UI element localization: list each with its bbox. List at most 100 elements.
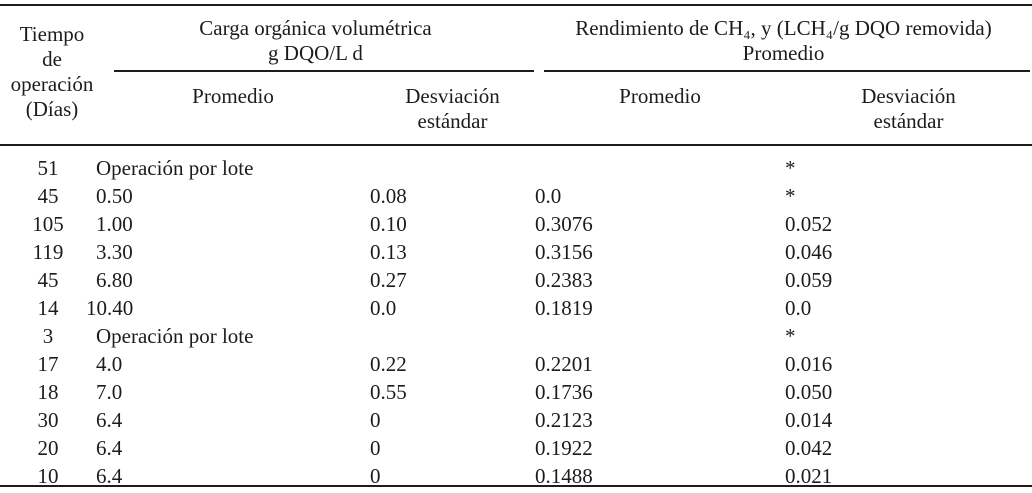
table-row: 17 4.0 0.22 0.2201 0.016 bbox=[0, 350, 1032, 378]
table-row: 3 Operación por lote * bbox=[0, 322, 1032, 350]
cell-tiempo: 45 bbox=[37, 184, 59, 208]
cell-tiempo: 45 bbox=[37, 268, 59, 292]
cell-cov-promedio: 4.0 bbox=[96, 352, 123, 376]
cell-tiempo: 18 bbox=[37, 380, 59, 404]
cell-rend-desviacion: 0.042 bbox=[785, 436, 833, 460]
subheader-rend-desviacion: Desviación estándar bbox=[785, 70, 1032, 144]
cell-cov-desviacion: 0.08 bbox=[370, 184, 407, 208]
group-rule-rendimiento bbox=[544, 70, 1030, 72]
header-group-rendimiento-ch4: Rendimiento de CH₄, y (LCH₄/g DQO removi… bbox=[535, 0, 1032, 70]
cell-rend-promedio: 0.1488 bbox=[535, 464, 593, 488]
cell-cov-promedio: 1.00 bbox=[96, 212, 133, 236]
cell-rend-promedio: 0.1736 bbox=[535, 380, 593, 404]
cell-rend-desviacion: * bbox=[785, 184, 796, 208]
table-row: 45 6.80 0.27 0.2383 0.059 bbox=[0, 266, 1032, 294]
header-rendimiento-line1: Rendimiento de CH₄, y (LCH₄/g DQO removi… bbox=[575, 16, 992, 40]
cell-cov-desviacion: 0.22 bbox=[370, 352, 407, 376]
cell-rend-promedio: 0.3076 bbox=[535, 212, 593, 236]
cell-rend-promedio bbox=[535, 144, 785, 182]
subheader-label-line1: Desviación bbox=[405, 84, 500, 108]
cell-cov-desviacion bbox=[370, 144, 535, 182]
cell-cov-promedio: 0.50 bbox=[96, 184, 133, 208]
cell-rend-promedio: 0.2201 bbox=[535, 352, 593, 376]
subheader-label: Promedio bbox=[192, 84, 274, 108]
cell-tiempo: 3 bbox=[42, 324, 54, 348]
cell-cov-promedio: Operación por lote bbox=[96, 324, 254, 348]
subheader-label-line2: estándar bbox=[417, 109, 488, 133]
cell-rend-promedio bbox=[535, 322, 785, 350]
cell-rend-desviacion: 0.052 bbox=[785, 212, 833, 236]
header-tiempo-line2: operación bbox=[10, 72, 94, 96]
table-row: 20 6.4 0 0.1922 0.042 bbox=[0, 434, 1032, 462]
cell-tiempo: 17 bbox=[37, 352, 59, 376]
cell-cov-promedio: 7.0 bbox=[96, 380, 123, 404]
header-rendimiento-line2: Promedio bbox=[742, 41, 825, 65]
table-row: 105 1.00 0.10 0.3076 0.052 bbox=[0, 210, 1032, 238]
table-row: 18 7.0 0.55 0.1736 0.050 bbox=[0, 378, 1032, 406]
header-tiempo-operacion: Tiempo de operación (Días) bbox=[0, 0, 96, 144]
cell-rend-desviacion: * bbox=[785, 156, 796, 180]
cell-tiempo: 51 bbox=[37, 156, 59, 180]
table-bottom-rule bbox=[0, 485, 1032, 487]
subheader-label-line2: estándar bbox=[873, 109, 944, 133]
cell-cov-promedio: 3.30 bbox=[96, 240, 133, 264]
header-group-carga-organica: Carga orgánica volumétrica g DQO/L d bbox=[96, 0, 535, 70]
table-row: 10 6.4 0 0.1488 0.021 bbox=[0, 462, 1032, 490]
table-row: 14 10.40 0.0 0.1819 0.0 bbox=[0, 294, 1032, 322]
sub-header-row: Promedio Desviación estándar Promedio De… bbox=[0, 70, 1032, 144]
subheader-label-line1: Desviación bbox=[861, 84, 956, 108]
cell-cov-desviacion bbox=[370, 322, 535, 350]
cell-cov-desviacion: 0 bbox=[370, 464, 381, 488]
group-header-row: Tiempo de operación (Días) Carga orgánic… bbox=[0, 0, 1032, 121]
cell-tiempo: 10 bbox=[37, 464, 59, 488]
header-carga-line1: Carga orgánica volumétrica bbox=[199, 16, 432, 40]
cell-cov-promedio: 6.4 bbox=[96, 464, 123, 488]
cell-rend-promedio: 0.2383 bbox=[535, 268, 593, 292]
cell-cov-desviacion: 0 bbox=[370, 408, 381, 432]
table-row: 45 0.50 0.08 0.0 * bbox=[0, 182, 1032, 210]
cell-cov-desviacion: 0.0 bbox=[370, 296, 397, 320]
cell-rend-desviacion: 0.014 bbox=[785, 408, 833, 432]
cell-rend-desviacion: 0.021 bbox=[785, 464, 833, 488]
subheader-label: Promedio bbox=[619, 84, 701, 108]
cell-cov-promedio: 6.4 bbox=[96, 408, 123, 432]
cell-rend-promedio: 0.2123 bbox=[535, 408, 593, 432]
table-row: 51 Operación por lote * bbox=[0, 144, 1032, 182]
header-tiempo-line1: Tiempo de bbox=[19, 22, 85, 71]
cell-cov-desviacion: 0.27 bbox=[370, 268, 407, 292]
cell-cov-desviacion: 0.55 bbox=[370, 380, 407, 404]
table-row: 119 3.30 0.13 0.3156 0.046 bbox=[0, 238, 1032, 266]
cell-cov-promedio: 6.80 bbox=[96, 268, 133, 292]
table-row: 30 6.4 0 0.2123 0.014 bbox=[0, 406, 1032, 434]
cell-rend-promedio: 0.3156 bbox=[535, 240, 593, 264]
cell-rend-desviacion: 0.059 bbox=[785, 268, 833, 292]
cell-rend-promedio: 0.1922 bbox=[535, 436, 593, 460]
header-tiempo-line3: (Días) bbox=[25, 97, 79, 121]
table-header-rule bbox=[0, 144, 1032, 146]
cell-rend-promedio: 0.0 bbox=[535, 184, 562, 208]
cell-cov-desviacion: 0 bbox=[370, 436, 381, 460]
cell-tiempo: 119 bbox=[32, 240, 64, 264]
table-top-rule bbox=[0, 4, 1032, 6]
cell-cov-promedio: 6.4 bbox=[96, 436, 123, 460]
cell-rend-desviacion: 0.046 bbox=[785, 240, 833, 264]
cell-tiempo: 30 bbox=[37, 408, 59, 432]
cell-cov-desviacion: 0.13 bbox=[370, 240, 407, 264]
header-carga-line2: g DQO/L d bbox=[268, 41, 363, 65]
cell-rend-promedio: 0.1819 bbox=[535, 296, 593, 320]
cell-tiempo: 20 bbox=[37, 436, 59, 460]
cell-tiempo: 14 bbox=[37, 296, 59, 320]
cell-cov-promedio: 10.40 bbox=[86, 296, 134, 320]
cell-tiempo: 105 bbox=[32, 212, 64, 236]
subheader-carga-desviacion: Desviación estándar bbox=[370, 70, 535, 144]
cell-cov-desviacion: 0.10 bbox=[370, 212, 407, 236]
subheader-carga-promedio: Promedio bbox=[96, 70, 370, 144]
subheader-rend-promedio: Promedio bbox=[535, 70, 785, 144]
cell-rend-desviacion: 0.016 bbox=[785, 352, 833, 376]
cell-rend-desviacion: * bbox=[785, 324, 796, 348]
group-rule-carga bbox=[114, 70, 534, 72]
cell-cov-promedio: Operación por lote bbox=[96, 156, 254, 180]
cell-rend-desviacion: 0.0 bbox=[785, 296, 812, 320]
